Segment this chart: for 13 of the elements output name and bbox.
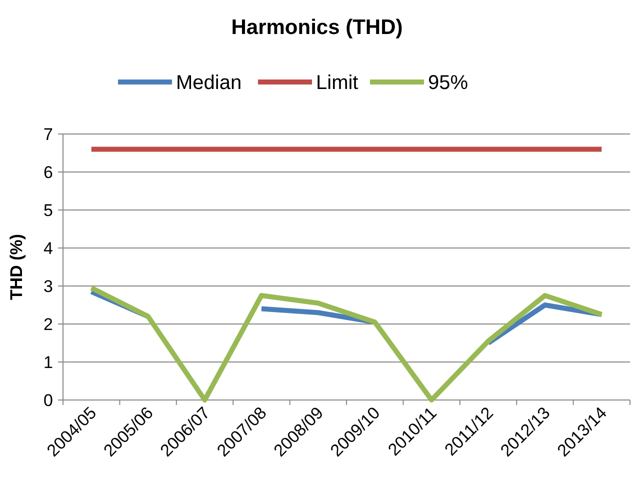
y-tick-label: 7 [44, 125, 53, 144]
y-axis-title: THD (%) [7, 234, 26, 300]
y-tick-label: 6 [44, 163, 53, 182]
legend-label: Median [176, 72, 242, 94]
legend-label: 95% [428, 72, 468, 94]
y-tick-label: 4 [44, 239, 53, 258]
y-tick-label: 0 [44, 391, 53, 410]
y-tick-label: 2 [44, 315, 53, 334]
y-tick-label: 1 [44, 353, 53, 372]
legend-label: Limit [316, 72, 359, 94]
y-tick-label: 5 [44, 201, 53, 220]
y-tick-label: 3 [44, 277, 53, 296]
chart-title: Harmonics (THD) [231, 16, 403, 39]
